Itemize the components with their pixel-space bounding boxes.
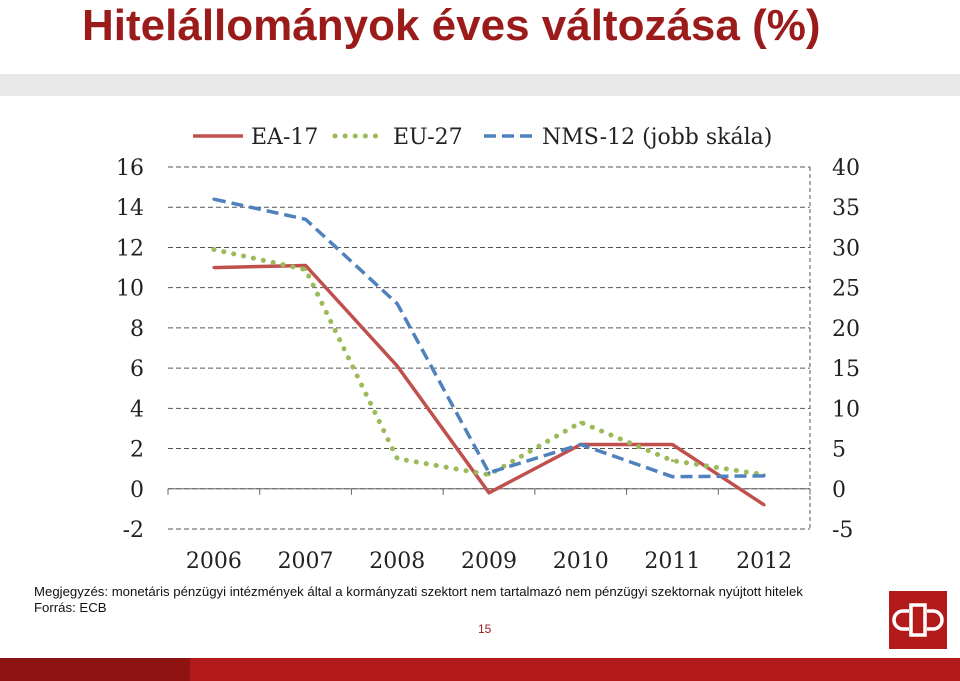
data-point [670, 443, 674, 447]
data-point [395, 302, 399, 306]
legend-label: EU-27 [393, 125, 463, 150]
footer-bar [0, 658, 960, 681]
footer-accent [0, 658, 190, 681]
data-point [212, 197, 216, 201]
data-point [304, 268, 308, 272]
page-number: 15 [478, 622, 492, 636]
right-y-tick-label: 40 [832, 156, 860, 181]
data-point [762, 474, 766, 478]
data-point [579, 443, 583, 447]
series-group [211, 197, 767, 507]
left-y-tick-label: 0 [130, 478, 144, 503]
right-y-tick-label: 10 [832, 397, 860, 422]
left-y-tick-label: 12 [116, 236, 144, 261]
data-point [670, 475, 674, 479]
data-point [304, 264, 308, 268]
data-point [487, 491, 491, 495]
data-point [212, 266, 216, 270]
x-tick-label: 2011 [644, 549, 700, 574]
right-y-tick-label: -5 [832, 518, 853, 543]
left-y-tick-label: 14 [116, 196, 144, 221]
right-y-tick-label: 15 [832, 357, 860, 382]
x-tick-label: 2008 [369, 549, 425, 574]
left-y-tick-label: 16 [116, 156, 144, 181]
slide-title: Hitelállományok éves változása (%) [82, 1, 821, 50]
x-tick-label: 2006 [186, 549, 242, 574]
bank-logo-icon [889, 591, 947, 649]
data-point [395, 457, 399, 461]
left-y-tick-label: 2 [130, 438, 144, 463]
line-chart: 2006 2007 2008 2009 2010 2011 2012 -2024681012… [116, 125, 860, 574]
right-y-tick-label: 35 [832, 196, 860, 221]
legend: EA-17 EU-27 NMS-12 (jobb skála) [193, 125, 772, 150]
left-y-tick-label: 8 [130, 317, 144, 342]
left-y-tick-label: 10 [116, 277, 144, 302]
series-line-eu-27 [211, 247, 767, 478]
right-y-tick-label: 20 [832, 317, 860, 342]
x-tick-label: 2012 [736, 549, 792, 574]
data-point [762, 503, 766, 507]
data-point [487, 471, 491, 475]
legend-label: EA-17 [251, 125, 318, 150]
right-y-tick-label: 25 [832, 277, 860, 302]
left-y-tick-label: 4 [130, 397, 144, 422]
source-note: Forrás: ECB [34, 600, 107, 615]
x-tick-label: 2009 [461, 549, 517, 574]
title-band [0, 74, 960, 96]
x-tick-label: 2007 [278, 549, 334, 574]
left-y-tick-label: -2 [123, 518, 144, 543]
data-point [579, 420, 583, 424]
series-line-ea-17 [213, 263, 766, 507]
data-point [304, 217, 308, 221]
left-y-tick-label: 6 [130, 357, 144, 382]
left-y-axis: -2 0 2 4 6 8 10 12 14 16 [116, 156, 144, 543]
right-y-axis: -5 0 5 10 15 20 25 30 35 40 [832, 156, 860, 543]
right-y-tick-label: 30 [832, 236, 860, 261]
footnote: Megjegyzés: monetáris pénzügyi intézmény… [34, 584, 803, 599]
series-line-nms-12 [213, 197, 765, 479]
data-point [212, 247, 216, 251]
x-axis: 2006 2007 2008 2009 2010 2011 2012 [167, 488, 811, 574]
legend-label: NMS-12 (jobb skála) [542, 125, 772, 150]
data-point [670, 459, 674, 463]
x-tick-label: 2010 [553, 549, 609, 574]
data-point [395, 364, 399, 368]
right-y-tick-label: 5 [832, 438, 846, 463]
right-y-tick-label: 0 [832, 478, 846, 503]
